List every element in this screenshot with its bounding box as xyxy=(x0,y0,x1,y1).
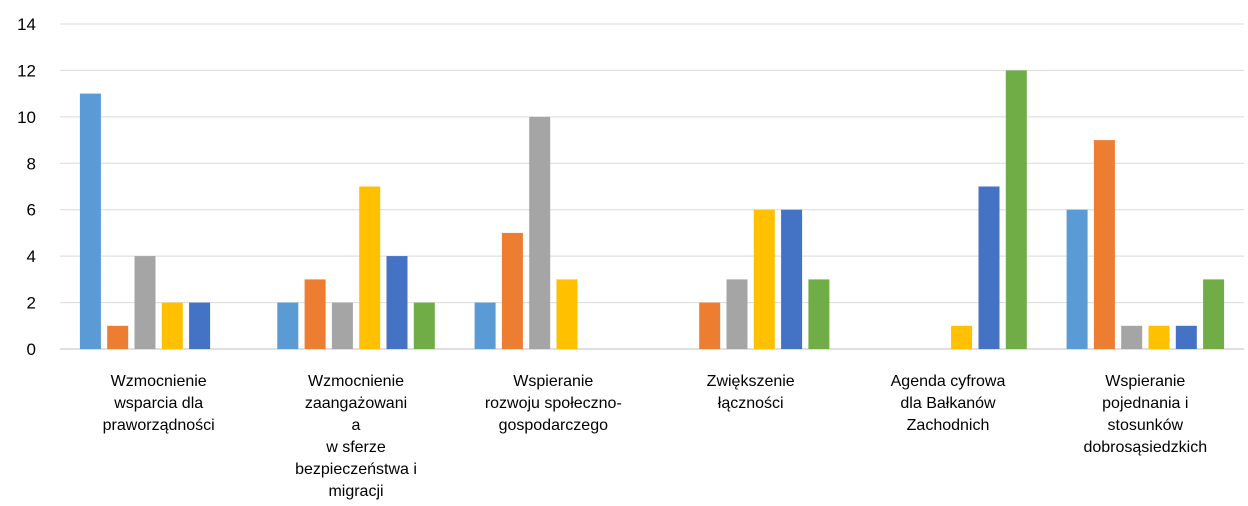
x-category-label: Wspieranie xyxy=(513,373,593,390)
bar xyxy=(529,116,551,350)
bar xyxy=(726,279,748,349)
bar xyxy=(386,256,408,349)
x-category-label: dla Bałkanów xyxy=(900,395,996,412)
y-tick-label: 14 xyxy=(17,15,36,34)
x-category-label: łączności xyxy=(718,395,784,412)
bar xyxy=(556,279,578,349)
x-category-label: zaangażowani xyxy=(305,395,407,412)
y-tick-label: 0 xyxy=(27,340,36,359)
x-category-label: Zachodnich xyxy=(907,417,990,434)
x-category-label: w sferze xyxy=(325,439,386,456)
bar xyxy=(474,302,496,349)
x-category-label: stosunków xyxy=(1108,417,1184,434)
bar xyxy=(978,186,1000,349)
bar xyxy=(107,325,129,349)
x-category-label: wsparcia dla xyxy=(113,395,203,412)
bar xyxy=(189,302,211,349)
bar xyxy=(808,279,830,349)
y-tick-label: 10 xyxy=(17,108,36,127)
bar xyxy=(1093,140,1115,349)
bar xyxy=(331,302,353,349)
bars xyxy=(79,70,1225,350)
x-category-label: Wzmocnienie xyxy=(308,373,404,390)
x-category-label: Wzmocnienie xyxy=(111,373,207,390)
bar xyxy=(79,93,101,349)
x-category-label: bezpieczeństwa i xyxy=(295,461,417,478)
gridlines xyxy=(60,23,1244,350)
x-category-label: gospodarczego xyxy=(499,417,609,434)
bar xyxy=(501,232,523,349)
x-category-label: rozwoju społeczno- xyxy=(485,395,622,412)
bar xyxy=(1175,325,1197,349)
bar xyxy=(753,209,775,349)
x-category-label: migracji xyxy=(328,483,383,500)
bar xyxy=(134,256,156,349)
x-category-label: praworządności xyxy=(103,417,215,434)
y-tick-label: 6 xyxy=(27,201,36,220)
x-category-label: a xyxy=(352,417,361,434)
y-tick-label: 2 xyxy=(27,294,36,313)
x-category-label: Wspieranie xyxy=(1105,373,1185,390)
bar xyxy=(1005,70,1027,350)
y-axis-tick-labels: 0 2 4 6 8 10 12 14 xyxy=(17,15,36,359)
x-category-label: pojednania i xyxy=(1102,395,1188,412)
x-category-label: Agenda cyfrowa xyxy=(891,373,1006,390)
bar xyxy=(1066,209,1088,349)
bar xyxy=(1148,325,1170,349)
bar xyxy=(413,302,435,349)
y-tick-label: 12 xyxy=(17,61,36,80)
bar xyxy=(781,209,803,349)
y-tick-label: 8 xyxy=(27,154,36,173)
bar xyxy=(951,325,973,349)
bar xyxy=(304,279,326,349)
x-category-label: Zwiększenie xyxy=(707,373,795,390)
bar xyxy=(277,302,299,349)
bar xyxy=(161,302,183,349)
bar xyxy=(359,186,381,349)
x-category-label: dobrosąsiedzkich xyxy=(1083,439,1207,456)
bar xyxy=(1203,279,1225,349)
bar xyxy=(699,302,721,349)
y-tick-label: 4 xyxy=(27,247,36,266)
category-labels: Wzmocnienie wsparcia dla praworządności Wzm… xyxy=(103,373,1207,500)
bar xyxy=(1121,325,1143,349)
